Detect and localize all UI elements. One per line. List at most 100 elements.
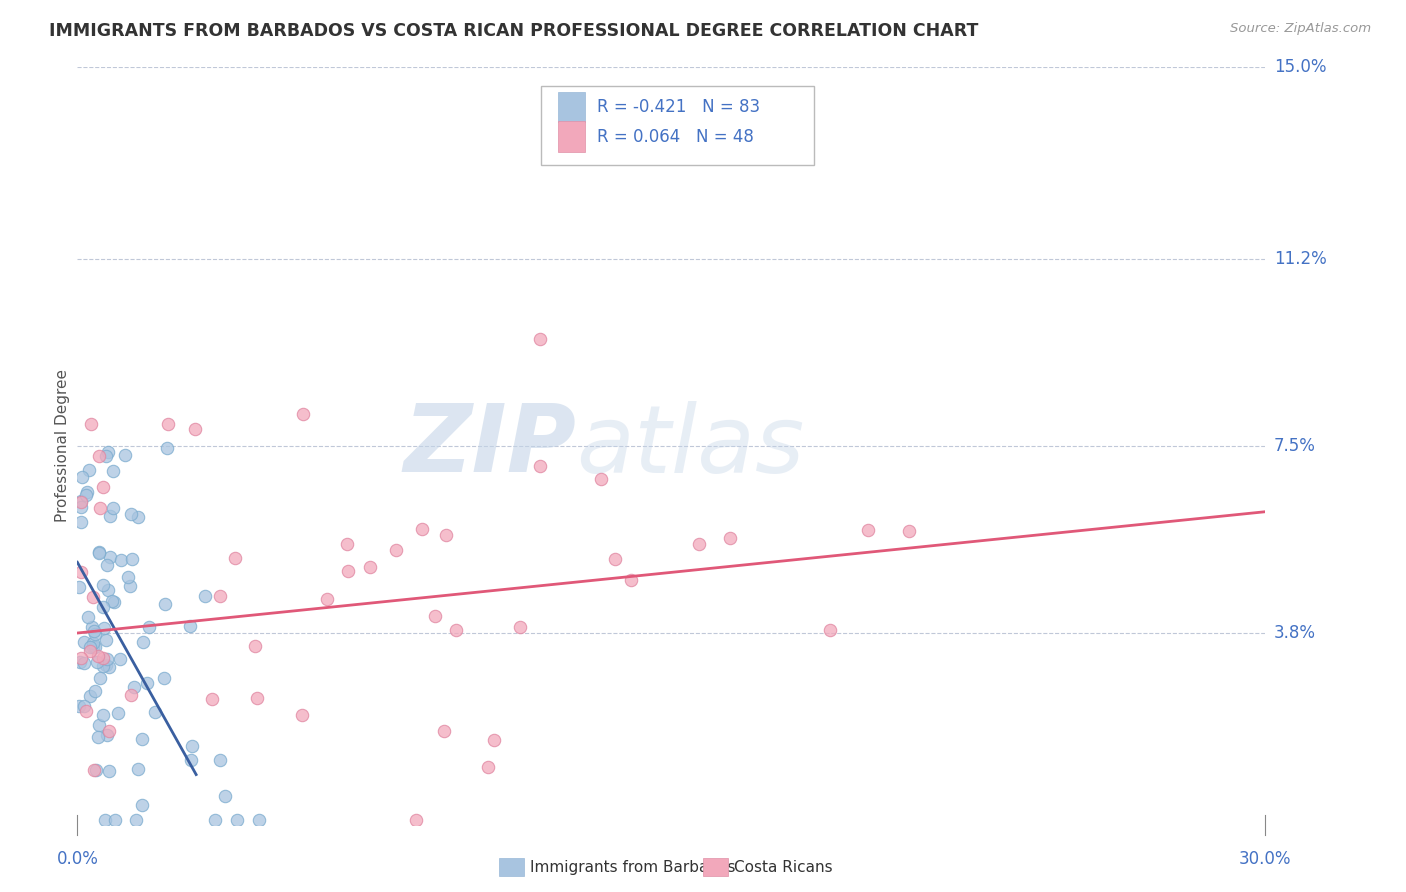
Point: [93, 621, 115, 635]
Point: [529, 459, 551, 474]
Point: [818, 624, 841, 638]
Point: [87, 545, 110, 559]
Point: [94, 633, 117, 648]
Point: [70, 493, 93, 508]
Point: [620, 573, 643, 587]
Point: [75, 488, 97, 502]
Point: [117, 570, 139, 584]
Point: [93, 651, 115, 665]
Point: [82, 640, 104, 654]
Text: R = 0.064   N = 48: R = 0.064 N = 48: [596, 128, 754, 145]
Point: [94, 813, 117, 827]
Point: [209, 589, 232, 603]
Point: [70, 500, 93, 515]
Point: [97, 582, 120, 597]
Text: Costa Ricans: Costa Ricans: [734, 860, 832, 874]
FancyBboxPatch shape: [541, 86, 814, 166]
Point: [79, 644, 101, 658]
Point: [69, 655, 91, 669]
Point: [73, 635, 96, 649]
Point: [98, 659, 121, 673]
Text: 11.2%: 11.2%: [1274, 250, 1326, 268]
Text: ZIP: ZIP: [404, 400, 576, 492]
Point: [131, 732, 153, 747]
Point: [87, 649, 110, 664]
Point: [69, 515, 91, 529]
Point: [83, 624, 105, 638]
Point: [84, 763, 107, 777]
Point: [153, 597, 176, 611]
Point: [89, 671, 111, 685]
Point: [100, 508, 122, 523]
Point: [98, 550, 121, 565]
Point: [96, 558, 118, 573]
Point: [688, 537, 710, 551]
Point: [70, 650, 93, 665]
Point: [118, 579, 141, 593]
Point: [89, 449, 111, 463]
Point: [83, 763, 105, 777]
Point: [180, 753, 202, 767]
Point: [201, 692, 224, 706]
Point: [91, 708, 114, 723]
Point: [411, 522, 433, 536]
Point: [93, 659, 115, 673]
Point: [291, 708, 314, 723]
Point: [108, 651, 131, 665]
Text: R = -0.421   N = 83: R = -0.421 N = 83: [596, 98, 759, 116]
Text: Immigrants from Barbados: Immigrants from Barbados: [530, 860, 735, 874]
Point: [180, 739, 202, 753]
Point: [477, 759, 499, 773]
Point: [179, 619, 201, 633]
Point: [76, 484, 98, 499]
Point: [125, 813, 148, 827]
Point: [91, 480, 114, 494]
Point: [127, 509, 149, 524]
Point: [156, 417, 179, 431]
Point: [70, 495, 93, 509]
Point: [83, 626, 105, 640]
Point: [86, 655, 108, 669]
FancyBboxPatch shape: [558, 92, 585, 122]
Point: [87, 731, 110, 745]
Point: [120, 688, 142, 702]
Point: [405, 813, 427, 827]
Text: Source: ZipAtlas.com: Source: ZipAtlas.com: [1230, 22, 1371, 36]
Point: [385, 542, 408, 557]
Text: 15.0%: 15.0%: [1274, 58, 1326, 76]
Text: 3.8%: 3.8%: [1274, 624, 1316, 642]
Point: [94, 450, 117, 464]
Point: [898, 524, 921, 538]
Point: [75, 704, 97, 718]
Point: [336, 564, 359, 578]
Point: [214, 789, 236, 804]
Point: [434, 528, 457, 542]
Point: [73, 698, 96, 713]
Point: [77, 463, 100, 477]
Point: [336, 537, 359, 551]
Point: [132, 635, 155, 649]
Point: [82, 620, 104, 634]
Point: [104, 813, 127, 827]
Point: [97, 764, 120, 779]
Point: [482, 733, 505, 747]
Point: [509, 620, 531, 634]
Point: [247, 813, 270, 827]
Point: [138, 620, 160, 634]
Point: [91, 578, 114, 592]
Point: [82, 636, 104, 650]
Point: [77, 610, 100, 624]
Point: [89, 546, 111, 560]
Point: [103, 595, 125, 609]
Point: [89, 718, 111, 732]
Point: [107, 706, 129, 720]
Point: [156, 441, 179, 455]
Point: [94, 657, 117, 672]
Point: [225, 813, 247, 827]
Point: [70, 565, 93, 579]
Point: [433, 724, 456, 739]
Point: [246, 691, 269, 706]
Point: [589, 472, 612, 486]
Point: [70, 470, 93, 484]
Point: [204, 813, 226, 827]
